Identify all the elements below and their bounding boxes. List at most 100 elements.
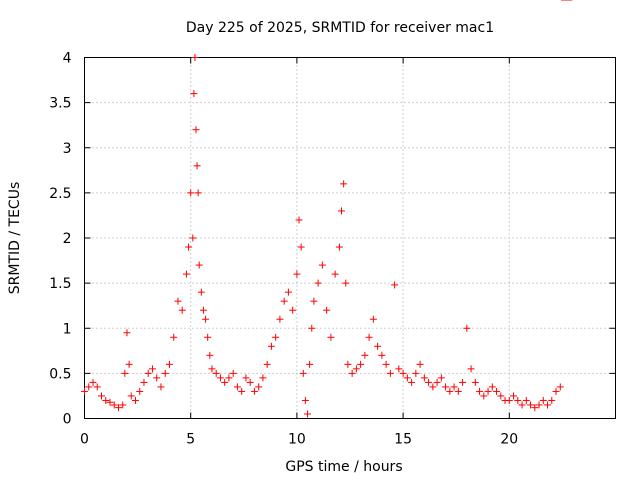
data-point — [178, 306, 186, 314]
data-point — [374, 342, 382, 350]
data-point — [185, 243, 193, 251]
data-point — [144, 369, 152, 377]
data-point — [476, 387, 484, 395]
data-point — [157, 383, 165, 391]
data-point — [191, 54, 199, 61]
data-point — [539, 396, 547, 404]
data-point — [450, 383, 458, 391]
y-tick-label: 4 — [63, 51, 72, 67]
data-point — [505, 396, 513, 404]
data-point — [190, 90, 198, 98]
data-point — [170, 333, 178, 341]
data-point — [331, 270, 339, 278]
data-point — [189, 234, 197, 242]
data-point — [416, 360, 424, 368]
data-point — [125, 360, 133, 368]
data-point — [357, 360, 365, 368]
data-point — [344, 360, 352, 368]
data-point — [348, 369, 356, 377]
data-point — [365, 333, 373, 341]
data-point — [306, 360, 314, 368]
data-point — [535, 401, 543, 409]
data-point — [194, 189, 202, 197]
data-point — [238, 387, 246, 395]
data-point — [352, 365, 360, 373]
data-point — [89, 378, 97, 386]
data-point — [202, 315, 210, 323]
data-point — [395, 365, 403, 373]
data-point — [140, 378, 148, 386]
data-point — [267, 342, 275, 350]
data-point — [382, 360, 390, 368]
axis-ticks: 0 0.5 1 1.5 2 2.5 3 3.5 4 0 5 10 15 20 — [49, 51, 616, 448]
data-point — [459, 378, 467, 386]
data-point — [280, 297, 288, 305]
x-tick-label: 10 — [288, 432, 306, 448]
grid — [84, 57, 616, 419]
data-point — [148, 365, 156, 373]
data-point — [446, 387, 454, 395]
y-tick-label: 3.5 — [49, 96, 71, 112]
data-point — [165, 360, 173, 368]
y-tick-label: 2.5 — [49, 186, 71, 202]
data-point — [518, 401, 526, 409]
data-point — [493, 387, 501, 395]
data-point — [304, 410, 312, 418]
data-point — [197, 288, 205, 296]
data-point — [323, 306, 331, 314]
data-point — [301, 396, 309, 404]
data-point — [208, 365, 216, 373]
data-points — [81, 0, 573, 418]
data-point — [471, 378, 479, 386]
data-point — [433, 378, 441, 386]
data-point — [308, 324, 316, 332]
data-point — [437, 374, 445, 382]
data-point — [127, 392, 135, 400]
chart-title: Day 225 of 2025, SRMTID for receiver mac… — [186, 20, 494, 36]
data-point — [442, 383, 450, 391]
data-point — [119, 401, 127, 409]
data-point — [121, 369, 129, 377]
data-point — [342, 279, 350, 287]
data-point — [556, 383, 564, 391]
data-point — [480, 392, 488, 400]
data-point — [212, 369, 220, 377]
y-axis-label: SRMTID / TECUs — [7, 182, 23, 295]
data-point — [544, 401, 552, 409]
data-point — [314, 279, 322, 287]
data-point — [192, 126, 200, 134]
data-point — [420, 374, 428, 382]
data-point — [488, 383, 496, 391]
data-point — [123, 329, 131, 337]
data-point — [340, 180, 348, 188]
data-point — [81, 387, 88, 395]
y-tick-label: 1 — [63, 321, 72, 337]
data-point — [195, 261, 203, 269]
data-point — [454, 387, 462, 395]
data-point — [467, 365, 475, 373]
data-point — [250, 387, 258, 395]
data-point — [327, 333, 335, 341]
data-point — [161, 369, 169, 377]
data-point — [318, 261, 326, 269]
y-tick-label: 2 — [63, 231, 72, 247]
data-point — [369, 315, 377, 323]
data-point — [548, 396, 556, 404]
data-point — [335, 243, 343, 251]
data-point — [97, 392, 105, 400]
data-point — [361, 351, 369, 359]
data-point — [110, 401, 118, 409]
data-point — [310, 297, 318, 305]
data-point — [187, 189, 195, 197]
data-point — [85, 383, 93, 391]
data-point — [199, 306, 207, 314]
data-point — [221, 378, 229, 386]
data-point — [378, 351, 386, 359]
data-point — [255, 383, 263, 391]
x-tick-label: 0 — [80, 432, 89, 448]
data-point — [276, 315, 284, 323]
data-point — [225, 374, 233, 382]
x-tick-label: 5 — [186, 432, 195, 448]
x-tick-label: 20 — [500, 432, 518, 448]
